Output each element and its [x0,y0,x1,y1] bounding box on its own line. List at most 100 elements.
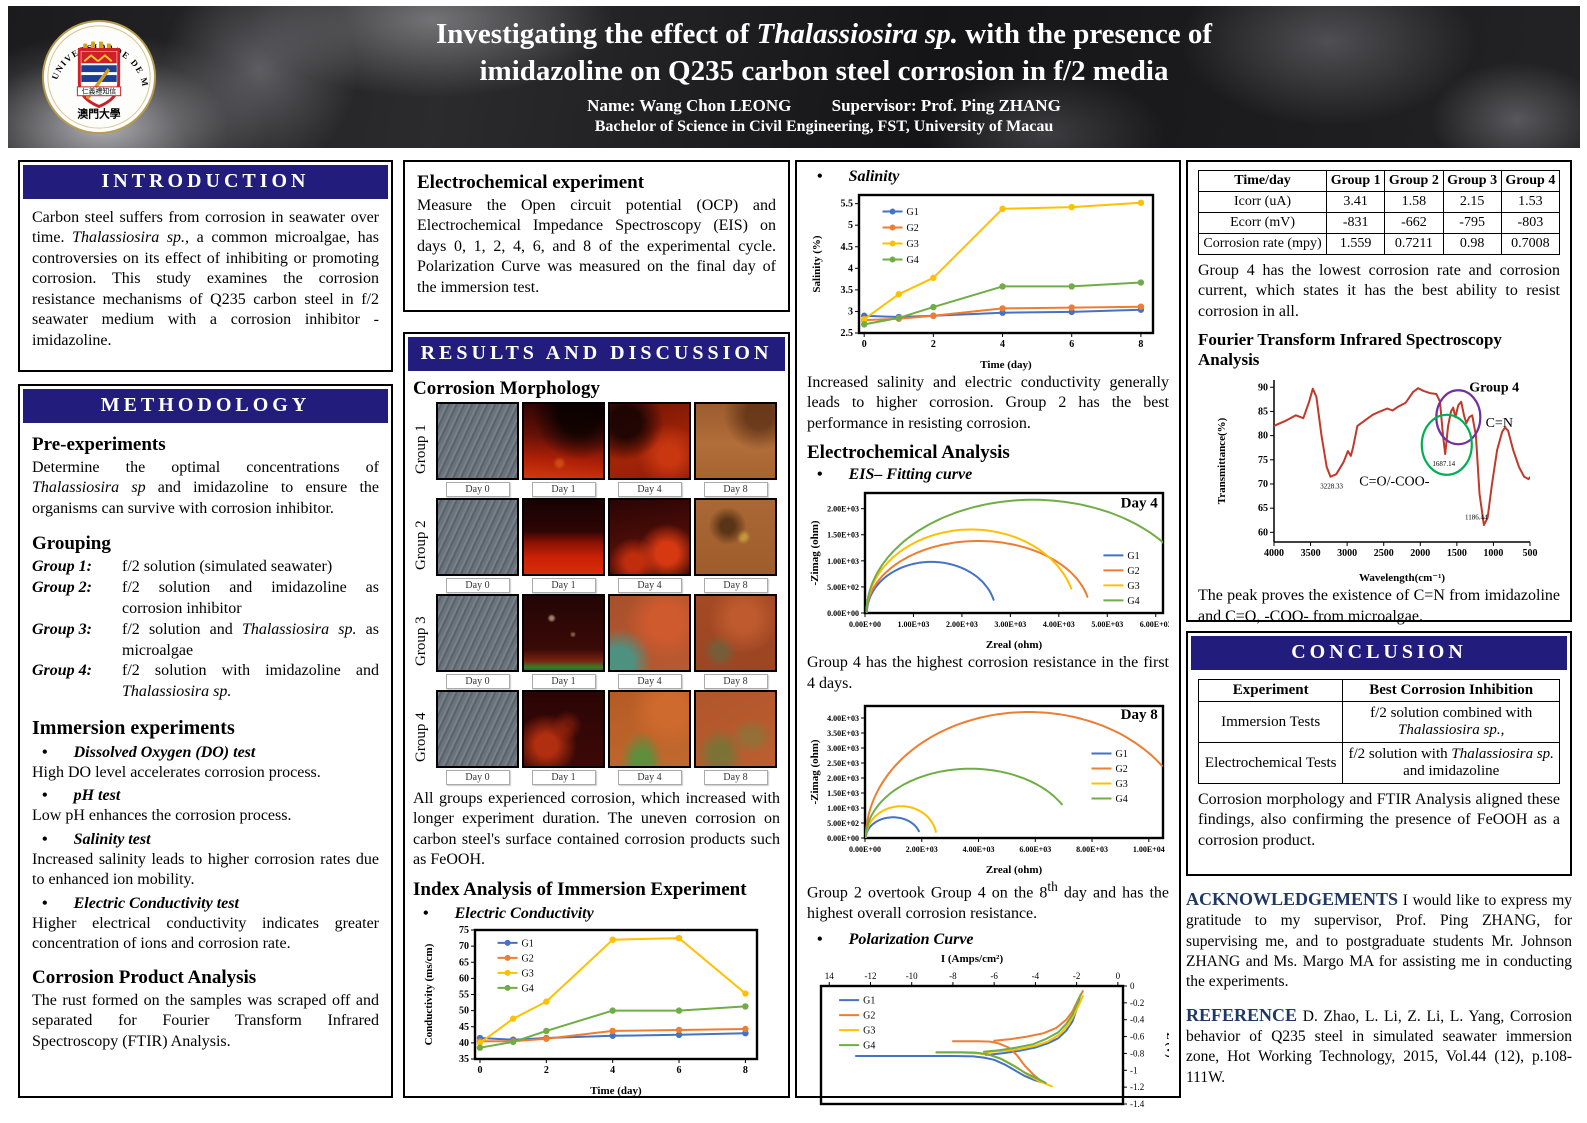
svg-text:G1: G1 [907,207,919,218]
group-description: f/2 solution (simulated seawater) [122,558,333,576]
morphology-day-label: Day 4 [617,770,682,785]
svg-text:Day 8: Day 8 [1121,708,1158,724]
svg-text:4000: 4000 [1264,548,1284,559]
salinity-bullet: Salinity [807,168,1169,186]
table-cell: -662 [1384,212,1444,234]
table-row: Ecorr (mV) -831 -662 -795 -803 [1197,212,1561,234]
svg-text:5: 5 [848,220,853,231]
morphology-day-label: Day 8 [703,482,768,497]
morphology-sample-image [436,690,519,768]
table-row: Icorr (uA) 3.41 1.58 2.15 1.53 [1197,191,1561,213]
morphology-day-label: Day 4 [617,482,682,497]
group-label: Group 3: [32,620,93,638]
svg-text:-Zimag (ohm): -Zimag (ohm) [809,739,821,804]
svg-text:G2: G2 [907,223,919,234]
svg-text:3228.33: 3228.33 [1320,483,1343,491]
morphology-sample-image [608,594,691,672]
morphology-cell: Day 1 [522,690,605,785]
svg-text:8: 8 [1138,339,1143,350]
svg-text:14: 14 [825,971,835,981]
university-of-macau-logo: UNIVERSIDADE DE MACAU 仁義禮知信 澳門大學 [36,8,158,147]
svg-text:G3: G3 [1127,581,1139,592]
group-description: f/2 solution and imidazoline as corrosio… [122,579,379,617]
ftir-chart: 4000 3500 3000 2500 2000 1500 1000 500 60 65 70 75 8… [1198,370,1560,586]
corrosion-morphology-title: Corrosion Morphology [413,378,601,399]
svg-text:1500: 1500 [1447,548,1467,559]
electrochemical-experiment-body: Measure the Open circuit potential (OCP)… [417,197,776,296]
svg-text:65: 65 [1258,504,1268,515]
svg-text:4: 4 [1000,339,1005,350]
morphology-day-label: Day 0 [445,770,510,785]
conclusion-table: Experiment Best Corrosion Inhibition Immer… [1197,679,1560,784]
morphology-group-label: Group 2 [413,520,429,571]
svg-text:Time (day): Time (day) [980,359,1032,371]
immersion-bullet-body: Increased salinity leads to higher corro… [32,850,379,889]
conclusion-header-cell: Experiment [1197,679,1344,702]
pre-experiments-title: Pre-experiments [32,434,166,455]
svg-text:3.00E+03: 3.00E+03 [827,744,859,753]
svg-text:2.00E+03: 2.00E+03 [827,505,859,514]
morphology-sample-image [694,402,777,480]
svg-text:Wavelength(cm⁻¹): Wavelength(cm⁻¹) [1359,572,1445,584]
morphology-sample-image [522,594,605,672]
svg-text:2: 2 [543,1065,548,1076]
corrosion-product-title: Corrosion Product Analysis [32,966,257,988]
morphology-cell: Day 4 [608,690,691,785]
immersion-bullet-title: pH test [32,787,379,805]
conclusion-cell: f/2 solution with Thalassiosira sp. and … [1342,742,1560,784]
morphology-sample-image [522,690,605,768]
morphology-cell: Day 8 [694,402,777,497]
morphology-cell: Day 1 [522,594,605,689]
group-description: f/2 solution with imidazoline and Thalas… [122,662,379,701]
conclusion-row: Electrochemical Tests f/2 solution with T… [1197,742,1560,784]
svg-text:-1.4: -1.4 [1130,1099,1145,1109]
conclusion-box: CONCLUSION Experiment Best Corrosion Inhi… [1186,631,1572,876]
svg-text:4.00E+03: 4.00E+03 [1043,620,1075,629]
conclusion-row: Immersion Tests f/2 solution combined wit… [1197,701,1560,743]
morphology-day-label: Day 1 [531,674,596,689]
svg-text:4: 4 [610,1065,615,1076]
svg-text:500: 500 [1523,548,1538,559]
svg-text:5.00E+03: 5.00E+03 [1091,620,1123,629]
svg-text:G4: G4 [863,1040,875,1051]
morphology-day-label: Day 8 [703,770,768,785]
svg-text:G3: G3 [863,1025,875,1036]
svg-text:3.5: 3.5 [841,285,854,296]
acknowledgements-body: I would like to express my gratitude to … [1186,892,1572,990]
table-cell: 1.53 [1500,191,1561,213]
svg-text:2.00E+03: 2.00E+03 [946,620,978,629]
svg-text:1687.14: 1687.14 [1432,460,1455,468]
svg-text:6.00E+03: 6.00E+03 [1019,845,1051,854]
poster-header: UNIVERSIDADE DE MACAU 仁義禮知信 澳門大學 Investi… [8,6,1580,148]
svg-text:-0.4: -0.4 [1130,1014,1145,1024]
svg-text:Conductivity (ms/cm): Conductivity (ms/cm) [423,943,435,1045]
svg-text:G4: G4 [1127,596,1139,607]
svg-text:50: 50 [459,1006,469,1017]
poster-title-line1: Investigating the effect of Thalassiosir… [436,18,1212,50]
svg-text:1.00E+03: 1.00E+03 [827,557,859,566]
electrochemical-results-box: Time/day Group 1 Group 2 Group 3 Group 4 Icor… [1186,160,1572,625]
morphology-cell: Day 4 [608,402,691,497]
svg-text:2.5: 2.5 [841,328,854,339]
morphology-day-label: Day 0 [445,578,510,593]
svg-text:3000: 3000 [1337,548,1357,559]
grouping-list: Group 1: f/2 solution (simulated seawater… [32,557,379,703]
introduction-header: INTRODUCTION [23,165,388,199]
eis-fitting-bullet: EIS– Fitting curve [807,466,1169,484]
svg-text:90: 90 [1258,383,1268,394]
svg-text:4.00E+03: 4.00E+03 [827,714,859,723]
morphology-row: Group 3 Day 0 Day 1 Day 4 Day 8 [413,594,780,689]
morphology-row: Group 2 Day 0 Day 1 Day 4 Day 8 [413,498,780,593]
svg-text:1.50E+03: 1.50E+03 [827,531,859,540]
table-cell: 1.559 [1326,233,1386,255]
group-label: Group 2: [32,579,93,597]
svg-text:Group 4: Group 4 [1469,381,1519,396]
morphology-group-label: Group 4 [413,712,429,763]
svg-text:Salinity (%): Salinity (%) [811,235,823,292]
svg-text:0: 0 [1116,971,1121,981]
immersion-bullet-title: Dissolved Oxygen (DO) test [32,744,379,762]
svg-text:G2: G2 [1127,566,1139,577]
morphology-day-label: Day 4 [617,674,682,689]
group-definition-row: Group 4: f/2 solution with imidazoline an… [32,661,379,703]
